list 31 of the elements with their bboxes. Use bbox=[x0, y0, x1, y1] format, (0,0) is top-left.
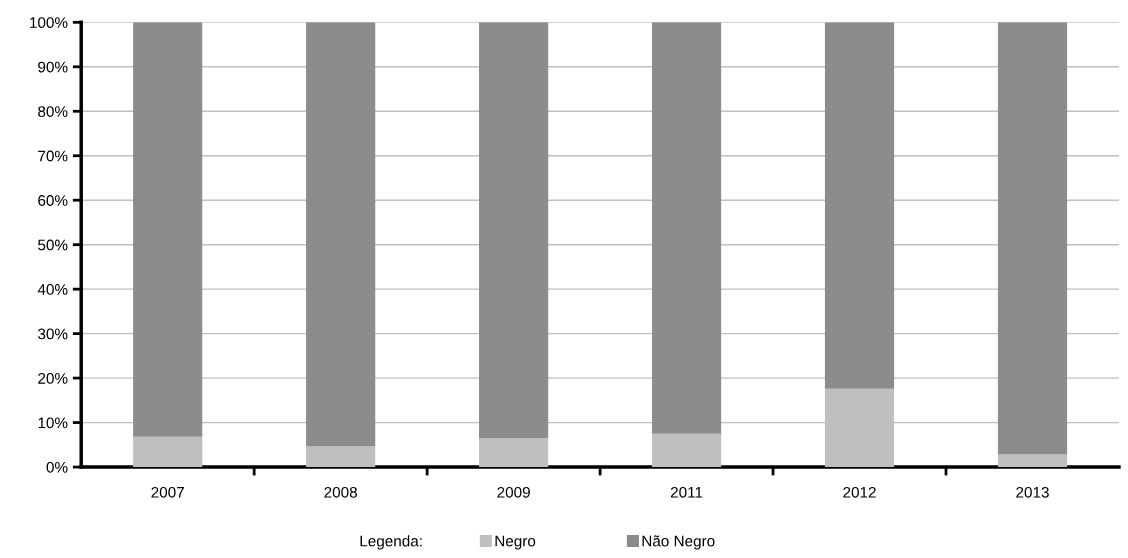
bar bbox=[479, 22, 549, 439]
y-tick-label: 30% bbox=[38, 328, 68, 340]
y-tick-label: 60% bbox=[38, 195, 68, 206]
y-tick-label: 40% bbox=[37, 284, 68, 295]
y-tick-label: 50% bbox=[38, 239, 68, 251]
bar bbox=[997, 22, 1068, 455]
bar bbox=[133, 436, 203, 468]
x-tick-label: 2013 bbox=[1016, 486, 1049, 498]
x-tick-label: 2007 bbox=[151, 486, 184, 498]
legend-label: Negro bbox=[495, 535, 536, 550]
legend-title: Legenda: bbox=[360, 535, 422, 550]
bar bbox=[997, 454, 1068, 468]
y-tick-label: 0% bbox=[46, 461, 68, 473]
y-tick-label: 90% bbox=[38, 61, 68, 73]
bar bbox=[651, 433, 722, 468]
x-tick-label: 2008 bbox=[324, 486, 357, 498]
bar bbox=[651, 22, 722, 434]
legend-label: Não Negro bbox=[642, 535, 715, 550]
bar bbox=[133, 22, 203, 437]
y-tick-label: 80% bbox=[38, 106, 68, 117]
bar bbox=[824, 22, 895, 389]
y-tick-label: 70% bbox=[38, 150, 68, 162]
bar bbox=[306, 22, 376, 447]
y-tick-label: 20% bbox=[38, 372, 68, 384]
bar bbox=[479, 438, 549, 468]
y-tick-label: 10% bbox=[38, 417, 68, 429]
x-tick-label: 2012 bbox=[843, 486, 876, 498]
y-tick-label: 100% bbox=[30, 17, 68, 29]
bar bbox=[306, 446, 376, 468]
x-tick-label: 2011 bbox=[670, 486, 703, 498]
x-tick-label: 2009 bbox=[497, 486, 530, 498]
